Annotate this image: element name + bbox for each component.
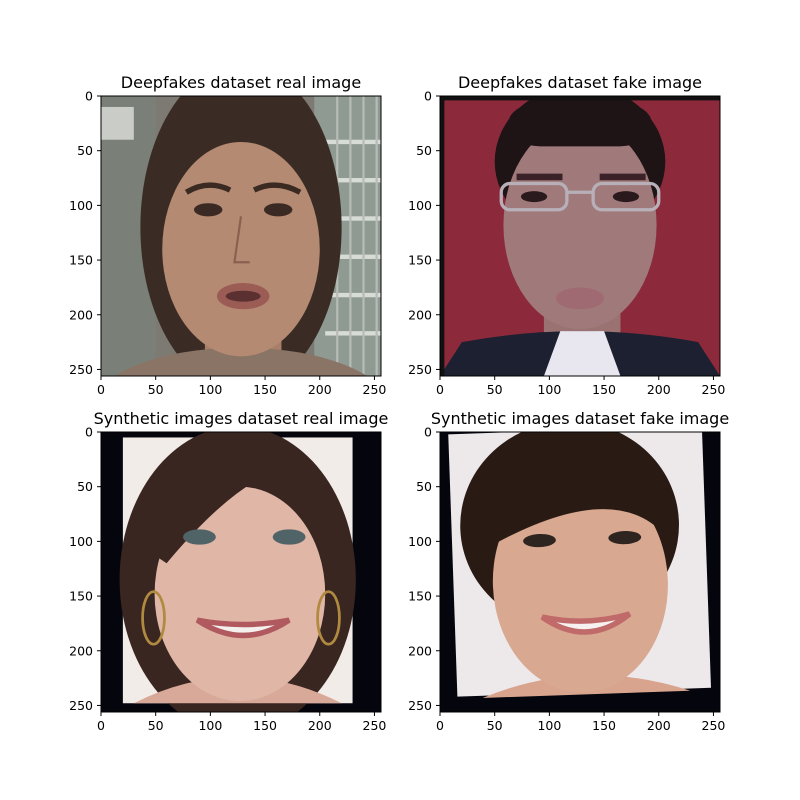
axes-frame (100, 431, 382, 713)
x-tick-label: 150 (592, 382, 616, 397)
subplot-synthetic-real: Synthetic images dataset real image 0 50 1… (69, 409, 388, 733)
x-tick-label: 150 (592, 718, 616, 733)
x-tick-label: 50 (487, 718, 503, 733)
image-content (440, 96, 720, 376)
x-tick-label: 200 (647, 382, 671, 397)
y-tick-label: 50 (77, 143, 93, 158)
subplot-deepfakes-real: Deepfakes dataset real image 0 50 100 150 20… (69, 73, 387, 397)
panel-title: Synthetic images dataset real image (94, 409, 389, 428)
axes-frame (439, 95, 721, 377)
panel-title: Synthetic images dataset fake image (431, 409, 729, 428)
x-tick-label: 100 (198, 382, 222, 397)
axes-frame (439, 431, 721, 713)
y-tick-label: 0 (85, 425, 93, 440)
x-tick-label: 100 (537, 382, 561, 397)
y-tick-label: 150 (408, 589, 432, 604)
y-tick-label: 150 (408, 253, 432, 268)
x-tick-label: 50 (148, 382, 164, 397)
y-tick-label: 200 (408, 643, 432, 658)
image-content (101, 432, 381, 712)
y-tick-label: 150 (69, 589, 93, 604)
y-tick-label: 250 (69, 362, 93, 377)
x-tick-label: 50 (487, 382, 503, 397)
y-tick-label: 50 (416, 143, 432, 158)
y-tick-label: 200 (69, 307, 93, 322)
subplot-deepfakes-fake: Deepfakes dataset fake image 0 50 100 150 20… (408, 73, 725, 397)
x-tick-label: 250 (363, 718, 387, 733)
axes-frame (100, 95, 382, 377)
x-tick-label: 100 (198, 718, 222, 733)
x-tick-label: 200 (308, 718, 332, 733)
y-tick-label: 50 (416, 479, 432, 494)
y-tick-label: 0 (85, 89, 93, 104)
image-content (440, 432, 720, 712)
x-tick-label: 50 (148, 718, 164, 733)
image-content (101, 96, 381, 376)
x-tick-label: 250 (702, 718, 726, 733)
y-tick-label: 50 (77, 479, 93, 494)
y-tick-label: 250 (408, 362, 432, 377)
y-tick-label: 100 (408, 198, 432, 213)
x-tick-label: 150 (253, 718, 277, 733)
y-tick-label: 250 (408, 698, 432, 713)
x-tick-label: 0 (436, 382, 444, 397)
x-tick-label: 150 (253, 382, 277, 397)
x-tick-label: 200 (647, 718, 671, 733)
x-tick-label: 200 (308, 382, 332, 397)
y-tick-label: 250 (69, 698, 93, 713)
y-tick-label: 0 (424, 425, 432, 440)
x-tick-label: 100 (537, 718, 561, 733)
x-tick-label: 0 (97, 382, 105, 397)
y-tick-label: 100 (69, 198, 93, 213)
subplot-synthetic-fake: Synthetic images dataset fake image 0 50 1… (408, 409, 729, 733)
y-tick-label: 200 (408, 307, 432, 322)
y-tick-label: 100 (69, 534, 93, 549)
x-tick-label: 250 (702, 382, 726, 397)
x-tick-label: 0 (436, 718, 444, 733)
x-tick-label: 250 (363, 382, 387, 397)
y-tick-label: 150 (69, 253, 93, 268)
y-tick-label: 200 (69, 643, 93, 658)
panel-title: Deepfakes dataset fake image (458, 73, 702, 92)
x-tick-label: 0 (97, 718, 105, 733)
panel-title: Deepfakes dataset real image (121, 73, 361, 92)
y-tick-label: 100 (408, 534, 432, 549)
y-tick-label: 0 (424, 89, 432, 104)
